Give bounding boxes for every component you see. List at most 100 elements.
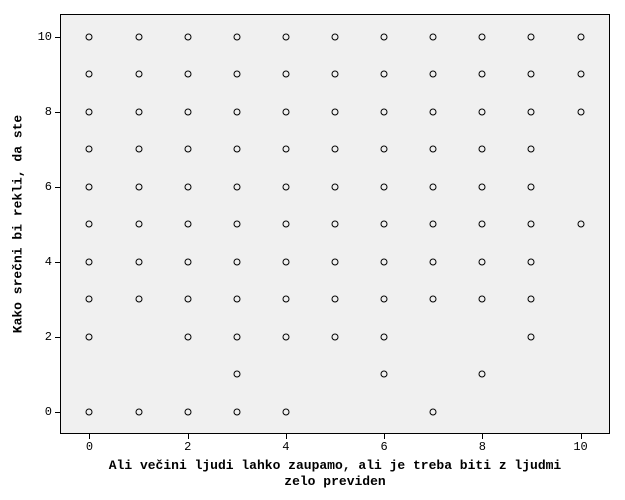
x-tick-mark [188,434,189,439]
data-point [233,296,240,303]
data-point [381,33,388,40]
y-tick-mark [55,37,60,38]
data-point [233,108,240,115]
data-point [86,408,93,415]
data-point [577,71,584,78]
x-tick-label: 2 [184,440,191,454]
y-tick-label: 8 [45,105,52,119]
data-point [282,183,289,190]
data-point [233,371,240,378]
data-point [233,333,240,340]
x-tick-mark [89,434,90,439]
data-point [282,108,289,115]
x-axis-label: Ali večini ljudi lahko zaupamo, ali je t… [60,458,610,489]
data-point [184,408,191,415]
y-tick-label: 2 [45,330,52,344]
data-point [332,221,339,228]
x-tick-label: 8 [479,440,486,454]
data-point [381,71,388,78]
x-tick-mark [384,434,385,439]
data-point [528,296,535,303]
data-point [332,296,339,303]
data-point [86,71,93,78]
data-point [282,146,289,153]
data-point [332,33,339,40]
data-point [332,71,339,78]
data-point [184,258,191,265]
data-point [86,258,93,265]
data-point [479,33,486,40]
data-point [577,221,584,228]
data-point [430,258,437,265]
data-point [86,146,93,153]
data-point [528,258,535,265]
data-point [184,183,191,190]
data-point [233,183,240,190]
y-tick-label: 0 [45,405,52,419]
y-axis-label: Kako srečni bi rekli, da ste [11,115,26,333]
data-point [282,258,289,265]
data-point [86,333,93,340]
data-point [332,258,339,265]
data-point [479,258,486,265]
data-point [430,296,437,303]
data-point [332,333,339,340]
data-point [184,71,191,78]
data-point [430,221,437,228]
x-axis-label-line1: Ali večini ljudi lahko zaupamo, ali je t… [109,458,561,473]
data-point [135,33,142,40]
data-point [430,146,437,153]
y-tick-mark [55,262,60,263]
data-point [430,408,437,415]
data-point [86,183,93,190]
data-point [479,183,486,190]
data-point [233,408,240,415]
data-point [381,371,388,378]
data-point [184,33,191,40]
data-point [528,146,535,153]
data-point [282,221,289,228]
data-point [528,221,535,228]
data-point [332,146,339,153]
data-point [282,333,289,340]
data-point [479,108,486,115]
data-point [282,296,289,303]
data-point [86,221,93,228]
x-tick-label: 6 [380,440,387,454]
data-point [184,221,191,228]
data-point [184,333,191,340]
x-tick-mark [581,434,582,439]
data-point [233,146,240,153]
y-tick-mark [55,412,60,413]
data-point [528,183,535,190]
y-tick-mark [55,112,60,113]
data-point [184,146,191,153]
data-point [381,333,388,340]
x-axis-label-line2: zelo previden [284,474,385,489]
data-point [282,408,289,415]
data-point [528,33,535,40]
data-point [135,408,142,415]
data-point [479,71,486,78]
data-point [577,108,584,115]
data-point [233,258,240,265]
data-point [577,33,584,40]
data-point [233,71,240,78]
data-point [381,296,388,303]
data-point [135,71,142,78]
data-point [528,108,535,115]
x-tick-label: 4 [282,440,289,454]
data-point [135,258,142,265]
x-tick-label: 10 [573,440,587,454]
data-point [135,296,142,303]
data-point [135,146,142,153]
x-tick-label: 0 [86,440,93,454]
data-point [479,146,486,153]
data-point [528,71,535,78]
data-point [184,108,191,115]
x-tick-mark [482,434,483,439]
data-point [430,108,437,115]
data-point [381,258,388,265]
data-point [135,221,142,228]
data-point [86,33,93,40]
